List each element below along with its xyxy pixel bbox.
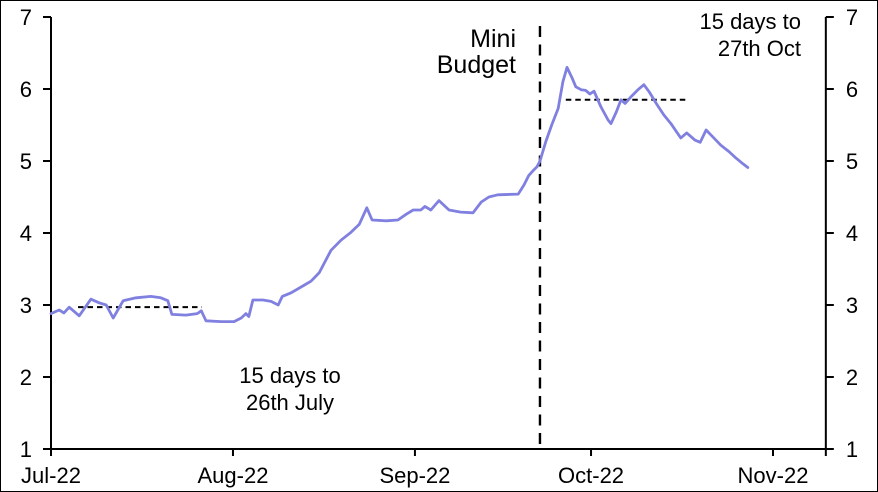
annotation-mini-budget-line1: Mini	[470, 25, 516, 53]
x-axis-label: Aug-22	[197, 463, 268, 488]
y-axis-label-right: 3	[846, 293, 858, 318]
annotation-july-line1: 15 days to	[239, 363, 341, 388]
annotation-mini-budget: Mini Budget	[437, 26, 516, 78]
y-axis-label-left: 6	[20, 77, 32, 102]
x-axis-label: Oct-22	[558, 463, 624, 488]
y-axis-label-left: 4	[20, 221, 32, 246]
y-axis-label-right: 1	[846, 437, 858, 462]
y-axis-label-left: 5	[20, 149, 32, 174]
axes	[50, 17, 827, 450]
y-axis-label-left: 7	[20, 5, 32, 30]
y-axis-label-left: 2	[20, 365, 32, 390]
gilt-yield-line	[49, 66, 750, 324]
annotation-oct-line1: 15 days to	[699, 9, 801, 34]
annotation-oct-line2: 27th Oct	[717, 36, 801, 61]
annotation-15-days-to-26th-july: 15 days to 26th July	[215, 362, 365, 416]
annotation-15-days-to-27th-oct: 15 days to 27th Oct	[699, 8, 801, 62]
y-axis-label-right: 6	[846, 77, 858, 102]
y-axis-label-right: 5	[846, 149, 858, 174]
y-axis-label-right: 2	[846, 365, 858, 390]
y-axis-label-right: 7	[846, 5, 858, 30]
x-axis-label: Sep-22	[379, 463, 450, 488]
y-axis-label-left: 3	[20, 293, 32, 318]
x-axis-label: Jul-22	[21, 463, 81, 488]
y-axis-label-right: 4	[846, 221, 858, 246]
y-axis-label-left: 1	[20, 437, 32, 462]
x-axis-label: Nov-22	[738, 463, 809, 488]
annotation-mini-budget-line2: Budget	[436, 51, 516, 79]
annotation-july-line2: 26th July	[245, 390, 335, 415]
